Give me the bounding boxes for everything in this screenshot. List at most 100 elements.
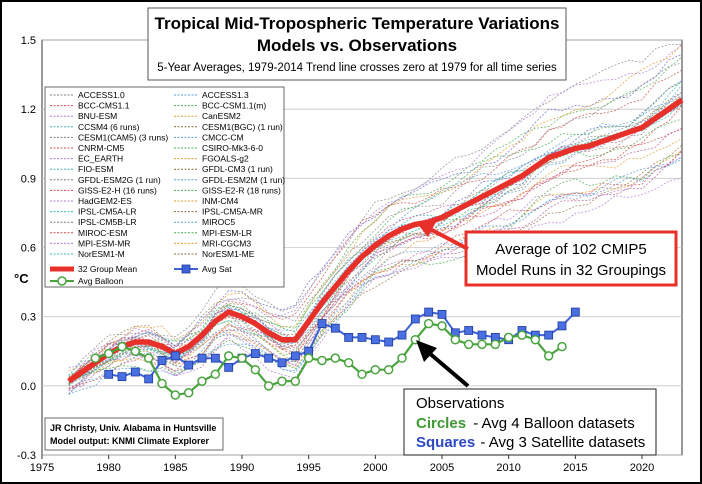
data-point-circle: [210, 369, 221, 380]
legend-model-label: GFDL-ESM2M (1 run): [202, 175, 285, 185]
y-tick-label: 0.6: [21, 243, 36, 255]
data-point-circle: [477, 339, 487, 350]
legend: ACCESS1.0 ACCESS1.3 BCC-CMS1.1 BCC-CSM1.1(m…: [44, 86, 285, 288]
model-run-line: [68, 80, 683, 385]
x-tick-labels: 1975 1980 1985 1990 1995 2000 2005 2010 2015 2020: [30, 462, 654, 474]
chart-caption: 5-Year Averages, 1979-2014 Trend line cr…: [157, 62, 557, 74]
y-tick-label: 1.5: [21, 35, 36, 47]
model-run-line: [68, 156, 683, 391]
data-point-square: [210, 353, 220, 363]
title-box: [147, 7, 567, 81]
data-point-circle: [157, 378, 167, 389]
legend-model-label: CESM1(CAM5) (3 runs): [78, 132, 168, 142]
model-callout: Average of 102 CMIP5 Model Runs in 32 Gr…: [416, 222, 678, 287]
model-run-line: [68, 153, 683, 384]
data-point-square: [384, 337, 394, 347]
data-point-square: [264, 353, 274, 363]
model-run-line: [68, 118, 683, 387]
legend-model-label: BCC-CMS1.1: [78, 101, 130, 111]
observations-arrow-head: [416, 340, 437, 362]
series-32-group-mean: [67, 97, 684, 384]
data-point-square: [130, 367, 140, 377]
data-point-circle: [250, 364, 261, 375]
model-run-line: [68, 91, 683, 383]
data-point-square: [277, 358, 287, 368]
data-point-circle: [370, 364, 381, 375]
model-run-line: [68, 44, 683, 371]
data-point-square: [344, 333, 354, 342]
data-point-square: [104, 369, 114, 379]
legend-model-label: HadGEM2-ES: [78, 196, 132, 206]
data-point-square: [290, 351, 300, 361]
model-callout-box: [464, 230, 678, 287]
data-point-circle: [490, 339, 501, 350]
model-run-line: [68, 53, 683, 382]
data-point-square: [144, 374, 154, 384]
legend-model-label: GISS-E2-R (18 runs): [202, 185, 281, 195]
data-point-square: [544, 330, 554, 340]
model-run-line: [68, 128, 683, 390]
data-point-circle: [357, 369, 367, 380]
legend-model-label: CESM1(BGC) (1 run): [202, 122, 283, 132]
observations-circles-line: Circles - Avg 4 Balloon datasets: [416, 415, 635, 432]
model-run-line: [68, 158, 683, 395]
legend-model-label: EC_EARTH: [78, 154, 123, 164]
legend-model-label: IPSL-CM5A-MR: [202, 207, 263, 217]
model-run-line: [68, 151, 683, 384]
model-callout-line2: Model Runs in 32 Groupings: [476, 262, 666, 279]
data-point-square: [410, 314, 420, 324]
y-tick-label: 0.0: [21, 381, 36, 393]
data-point-circle: [397, 353, 407, 363]
data-point-square: [184, 360, 194, 370]
data-point-circle: [383, 364, 394, 375]
legend-model-label: CNRM-CM5: [78, 143, 125, 153]
data-point-square: [437, 309, 447, 319]
data-point-square: [157, 356, 167, 365]
legend-model-label: IPSL-CM5A-LR: [78, 207, 137, 217]
data-point-circle: [263, 381, 274, 391]
data-point-square: [317, 319, 327, 328]
observations-circles-rest: - Avg 4 Balloon datasets: [473, 415, 635, 432]
series-line: [67, 97, 684, 384]
data-point-square: [464, 326, 474, 335]
model-run-line: [68, 150, 683, 386]
data-point-circle: [237, 353, 247, 363]
chart-title: Tropical Mid-Tropospheric Temperature Va…: [155, 14, 560, 33]
data-point-circle: [223, 351, 234, 361]
legend-model-label: MIROC-ESM: [78, 228, 128, 238]
data-point-circle: [517, 330, 527, 340]
data-point-square: [397, 330, 407, 340]
model-callout-arrow-shaft: [427, 226, 469, 251]
legend-model-label: GFDL-ESM2G (1 run): [78, 175, 161, 185]
legend-model-label: CMCC-CM: [202, 132, 244, 142]
legend-model-label: MRI-CGCM3: [202, 238, 251, 248]
x-tick-label: 1985: [163, 462, 187, 474]
model-callout-arrow-head: [416, 222, 436, 237]
model-run-line: [68, 44, 682, 376]
data-point-circle: [303, 353, 314, 363]
credit-line-1: JR Christy, Univ. Alabama in Huntsville: [50, 423, 216, 433]
credit-line-2: Model output: KNMI Climate Explorer: [50, 436, 210, 446]
data-point-circle: [423, 318, 434, 329]
x-tick-label: 2015: [563, 462, 587, 474]
credit-box: [44, 417, 224, 451]
data-point-circle: [197, 376, 207, 386]
y-tick-label: 1.2: [21, 104, 36, 116]
data-point-square: [424, 307, 434, 317]
data-point-circle: [183, 388, 194, 398]
legend-balloon-swatch-circle: [57, 276, 67, 286]
observations-arrow-shaft: [426, 350, 470, 388]
data-point-square: [170, 351, 180, 361]
legend-sat-swatch-square: [181, 264, 191, 274]
data-point-square: [370, 335, 380, 345]
observations-callout: Observations Circles - Avg 4 Balloon dat…: [403, 340, 657, 456]
legend-mean-label: 32 Group Mean: [78, 264, 137, 274]
data-point-square: [197, 353, 207, 363]
data-point-square: [224, 362, 234, 372]
observations-squares-key: Squares: [416, 434, 475, 451]
model-run-line: [68, 177, 683, 392]
legend-box: [44, 86, 285, 288]
legend-balloon-label: Avg Balloon: [78, 276, 123, 286]
legend-model-label: BNU-ESM: [78, 111, 117, 121]
